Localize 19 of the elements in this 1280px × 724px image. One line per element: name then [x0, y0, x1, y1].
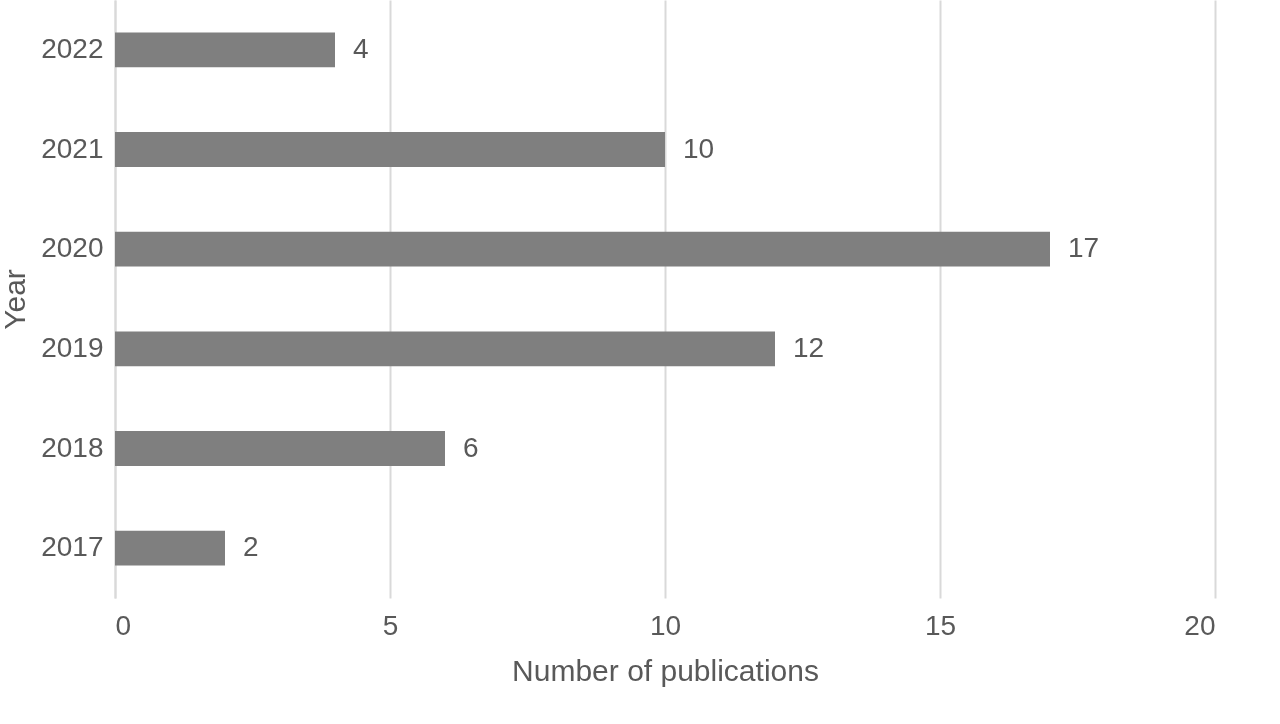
- data-label: 10: [683, 132, 715, 164]
- data-label: 4: [353, 32, 369, 64]
- x-tick-label: 15: [924, 609, 957, 641]
- x-tick-label: 10: [649, 609, 682, 641]
- y-tick-label: 2022: [41, 32, 104, 64]
- y-tick-label: 2017: [41, 531, 104, 563]
- x-tick-label: 5: [382, 609, 399, 641]
- y-axis-title: Year: [0, 269, 32, 330]
- y-tick-label: 2020: [41, 232, 104, 264]
- y-tick-label: 2019: [41, 331, 104, 363]
- y-tick-label: 2021: [41, 132, 104, 164]
- y-tick-label: 2018: [41, 431, 104, 463]
- data-label: 12: [793, 331, 825, 363]
- x-tick-label: 20: [1184, 609, 1216, 641]
- data-label: 2: [243, 531, 259, 563]
- data-label: 6: [463, 431, 479, 463]
- x-axis-title: Number of publications: [512, 653, 819, 687]
- data-label: 17: [1068, 232, 1100, 264]
- x-tick-label: 0: [115, 609, 132, 641]
